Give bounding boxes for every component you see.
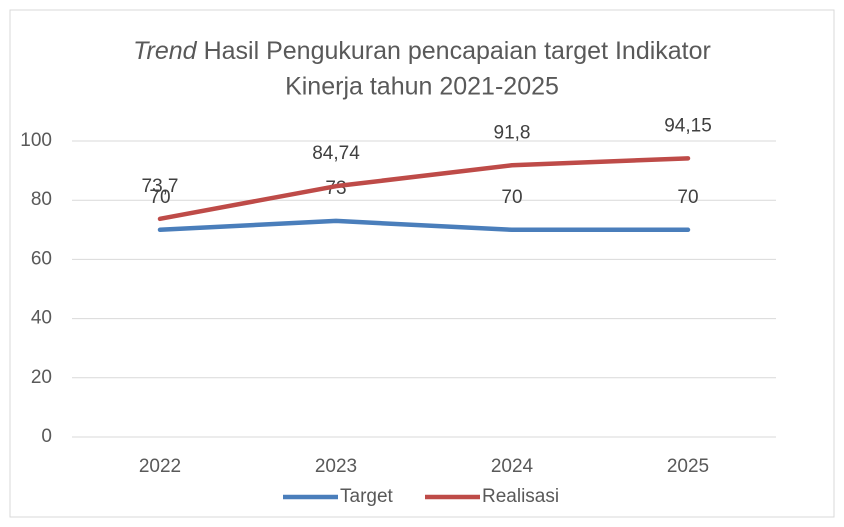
chart-frame	[9, 9, 835, 518]
y-tick-label: 80	[31, 189, 52, 210]
data-label: 84,74	[312, 143, 360, 164]
series-line	[157, 156, 691, 222]
data-label: 73,7	[142, 176, 179, 197]
chart-title: Trend Hasil Pengukuran pencapaian target …	[133, 37, 711, 65]
x-tick-label: 2022	[139, 456, 181, 477]
x-tick-label: 2024	[491, 456, 534, 477]
data-label: 70	[149, 187, 170, 208]
y-tick-label: 100	[20, 130, 52, 151]
y-tick-label: 40	[31, 308, 52, 329]
y-tick-label: 60	[31, 248, 52, 269]
y-tick-label: 20	[31, 367, 52, 388]
x-tick-label: 2025	[667, 456, 709, 477]
y-tick-label: 0	[41, 426, 52, 447]
chart-title-line2: Kinerja tahun 2021-2025	[285, 73, 559, 101]
title-line1: Hasil Pengukuran pencapaian target Indik…	[204, 37, 711, 65]
data-label: 94,15	[664, 115, 712, 136]
series-line	[157, 218, 691, 233]
x-tick-label: 2023	[315, 456, 357, 477]
data-label: 70	[501, 187, 522, 208]
data-label: 91,8	[494, 122, 531, 143]
legend-label: Target	[340, 486, 394, 507]
title-emphasis: Trend	[133, 37, 198, 65]
legend-label: Realisasi	[482, 486, 559, 507]
data-label: 70	[677, 187, 698, 208]
